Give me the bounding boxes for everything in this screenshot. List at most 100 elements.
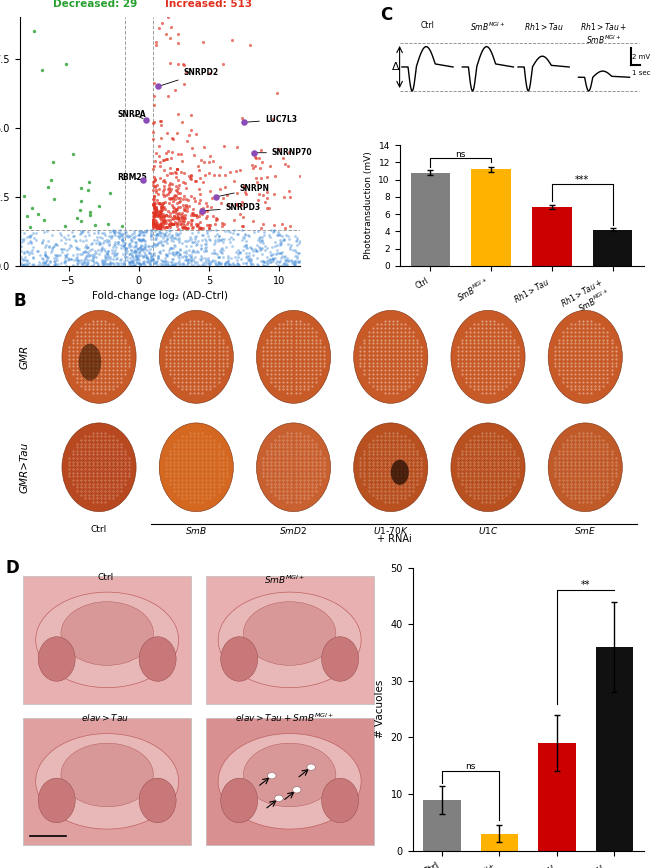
Point	[178, 214, 188, 228]
Point	[135, 259, 146, 273]
Point	[209, 246, 219, 260]
Point	[167, 252, 177, 266]
Point	[128, 230, 138, 244]
Point	[276, 237, 287, 251]
Point	[16, 251, 27, 265]
Point	[100, 250, 110, 264]
Point	[146, 252, 157, 266]
Point	[274, 239, 285, 253]
Point	[90, 244, 101, 258]
Point	[195, 194, 205, 207]
Point	[252, 175, 263, 189]
Point	[97, 256, 107, 270]
Point	[49, 239, 59, 253]
Point	[261, 170, 272, 184]
Point	[133, 248, 144, 262]
Point	[141, 243, 151, 257]
Point	[153, 236, 163, 250]
Point	[131, 246, 141, 260]
Text: $Rh1>Tau +$
$SmB^{MGl+}$: $Rh1>Tau +$ $SmB^{MGl+}$	[580, 21, 628, 46]
Point	[111, 248, 121, 262]
Point	[166, 254, 177, 268]
Point	[205, 223, 216, 237]
Point	[166, 217, 176, 231]
Point	[135, 241, 145, 255]
Point	[172, 227, 183, 241]
Point	[181, 247, 191, 260]
Point	[19, 257, 29, 271]
Point	[289, 254, 300, 268]
Text: $U1$-$70K$: $U1$-$70K$	[373, 525, 408, 536]
Point	[138, 251, 148, 265]
Point	[155, 159, 165, 173]
Point	[155, 226, 166, 240]
Point	[36, 236, 47, 250]
Point	[196, 240, 206, 254]
Point	[135, 242, 146, 256]
Point	[182, 134, 192, 148]
Point	[231, 186, 242, 200]
Point	[128, 254, 138, 268]
Point	[255, 221, 266, 235]
Point	[274, 227, 284, 241]
Point	[189, 207, 200, 221]
Point	[38, 252, 49, 266]
Point	[98, 257, 109, 271]
Point	[171, 228, 181, 242]
Point	[196, 249, 207, 263]
Point	[223, 254, 233, 268]
Point	[138, 228, 149, 242]
Point	[283, 160, 293, 174]
Point	[105, 229, 116, 243]
Point	[175, 217, 185, 231]
Point	[164, 215, 175, 229]
Point	[125, 251, 135, 265]
Point	[124, 255, 134, 269]
Point	[127, 259, 137, 273]
Point	[230, 259, 240, 273]
Point	[166, 182, 176, 196]
Point	[214, 229, 224, 243]
Point	[284, 254, 294, 268]
Ellipse shape	[451, 311, 525, 404]
Point	[85, 248, 96, 262]
Point	[111, 256, 121, 270]
Point	[138, 255, 148, 269]
Point	[79, 253, 89, 266]
Point	[151, 218, 161, 232]
Point	[154, 21, 164, 35]
Point	[99, 226, 109, 240]
Point	[239, 179, 249, 193]
Point	[142, 255, 152, 269]
Point	[158, 187, 168, 201]
Point	[197, 228, 207, 242]
Point	[155, 257, 166, 271]
Point	[170, 165, 181, 179]
Point	[252, 257, 262, 271]
Point	[192, 225, 203, 239]
Point	[92, 233, 103, 247]
Point	[151, 219, 161, 233]
Point	[148, 215, 158, 229]
Point	[196, 204, 207, 218]
Point	[186, 123, 196, 137]
Point	[167, 228, 177, 242]
Point	[174, 233, 184, 247]
Point	[180, 176, 190, 190]
Point	[96, 242, 107, 256]
Point	[233, 247, 243, 261]
Point	[216, 195, 226, 209]
Text: ns: ns	[456, 150, 466, 159]
Text: SNRPD3: SNRPD3	[205, 203, 261, 213]
Point	[193, 245, 203, 259]
Point	[140, 113, 151, 127]
Point	[170, 259, 181, 273]
Point	[49, 259, 60, 273]
Point	[176, 217, 187, 231]
Point	[50, 254, 60, 268]
Point	[107, 243, 118, 257]
Point	[51, 258, 61, 272]
Point	[145, 259, 155, 273]
Point	[148, 207, 158, 220]
Point	[170, 188, 181, 202]
